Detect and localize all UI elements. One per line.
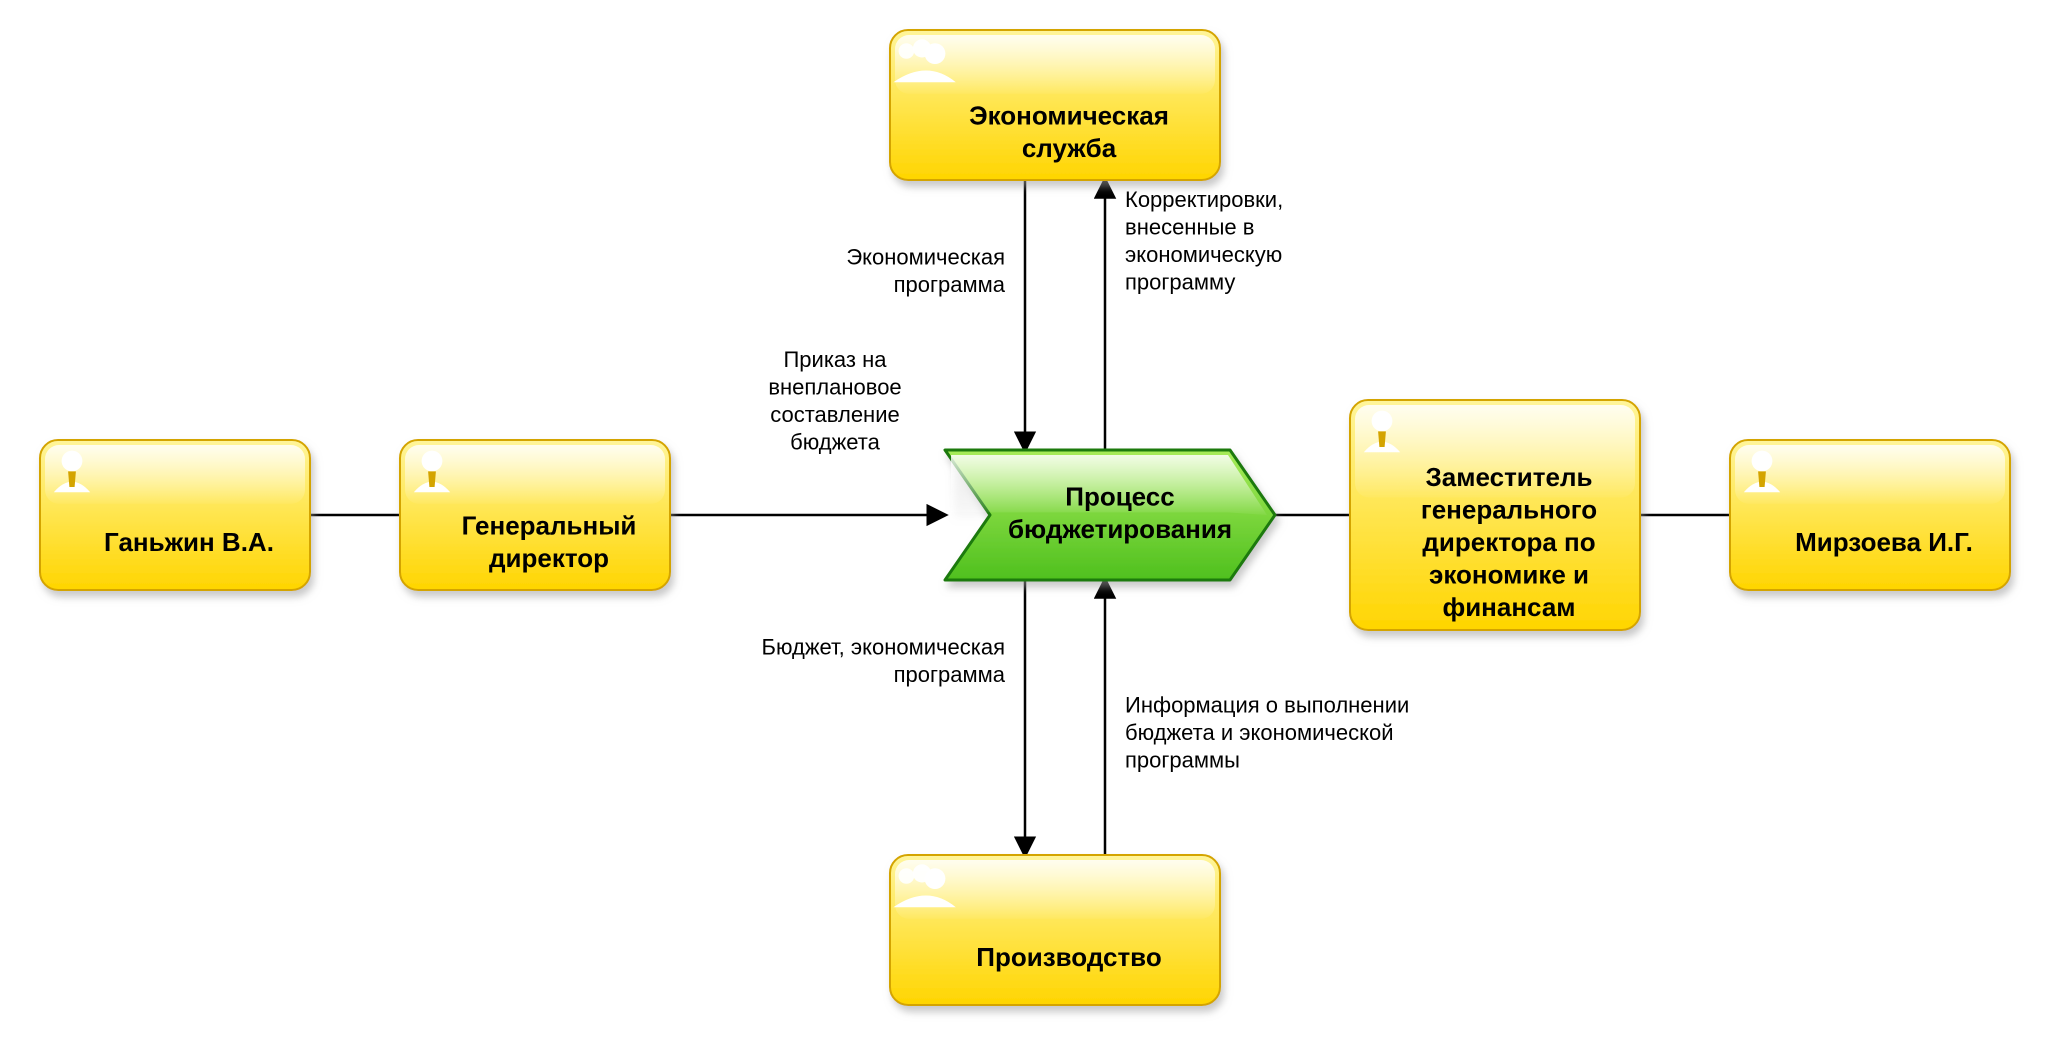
edge-label-econserv-process: Экономическая: [846, 244, 1005, 269]
node-econserv: Экономическаяслужба: [890, 30, 1220, 180]
edge-label-process-proizv: программа: [894, 662, 1006, 687]
nodes-layer: Ганьжин В.А. Генеральныйдиректор Экономиче…: [40, 30, 2010, 1005]
node-label-zamdir: генерального: [1421, 494, 1597, 524]
node-proizv: Производство: [890, 855, 1220, 1005]
edge-label-gendir-process: составление: [770, 402, 899, 427]
node-label-econserv: служба: [1022, 133, 1117, 163]
edge-label-process-proizv: Бюджет, экономическая: [762, 634, 1005, 659]
node-label-mirzoeva: Мирзоева И.Г.: [1795, 527, 1973, 557]
edge-label-process-econserv: экономическую: [1125, 242, 1282, 267]
node-mirzoeva: Мирзоева И.Г.: [1730, 440, 2010, 590]
node-label-ganzhin: Ганьжин В.А.: [104, 527, 274, 557]
node-label-zamdir: директора по: [1422, 527, 1595, 557]
edge-label-gendir-process: бюджета: [790, 429, 881, 454]
edge-label-process-econserv: Корректировки,: [1125, 187, 1283, 212]
node-zamdir: Заместительгенеральногодиректора поэконо…: [1350, 400, 1640, 630]
node-label-gendir: директор: [489, 543, 609, 573]
node-label-zamdir: Заместитель: [1426, 462, 1593, 492]
edge-label-gendir-process: Приказ на: [783, 347, 887, 372]
node-label-gendir: Генеральный: [462, 511, 637, 541]
node-ganzhin: Ганьжин В.А.: [40, 440, 310, 590]
edge-label-proizv-process: программы: [1125, 748, 1240, 773]
node-label-proizv: Производство: [976, 942, 1161, 972]
edge-label-proizv-process: бюджета и экономической: [1125, 720, 1393, 745]
edge-label-proizv-process: Информация о выполнении: [1125, 693, 1409, 718]
node-label-zamdir: финансам: [1442, 592, 1575, 622]
edge-label-process-econserv: внесенные в: [1125, 214, 1254, 239]
node-label-process: Процесс: [1065, 482, 1174, 512]
edge-label-gendir-process: внеплановое: [768, 374, 901, 399]
edge-label-process-econserv: программу: [1125, 269, 1235, 294]
node-label-zamdir: экономике и: [1429, 559, 1589, 589]
node-gendir: Генеральныйдиректор: [400, 440, 670, 590]
node-label-econserv: Экономическая: [969, 101, 1169, 131]
node-process: Процессбюджетирования: [945, 450, 1275, 580]
edge-label-econserv-process: программа: [894, 272, 1006, 297]
diagram-canvas: Приказ навнеплановое составлениебюджета Эк…: [0, 0, 2059, 1053]
node-label-process: бюджетирования: [1008, 514, 1232, 544]
